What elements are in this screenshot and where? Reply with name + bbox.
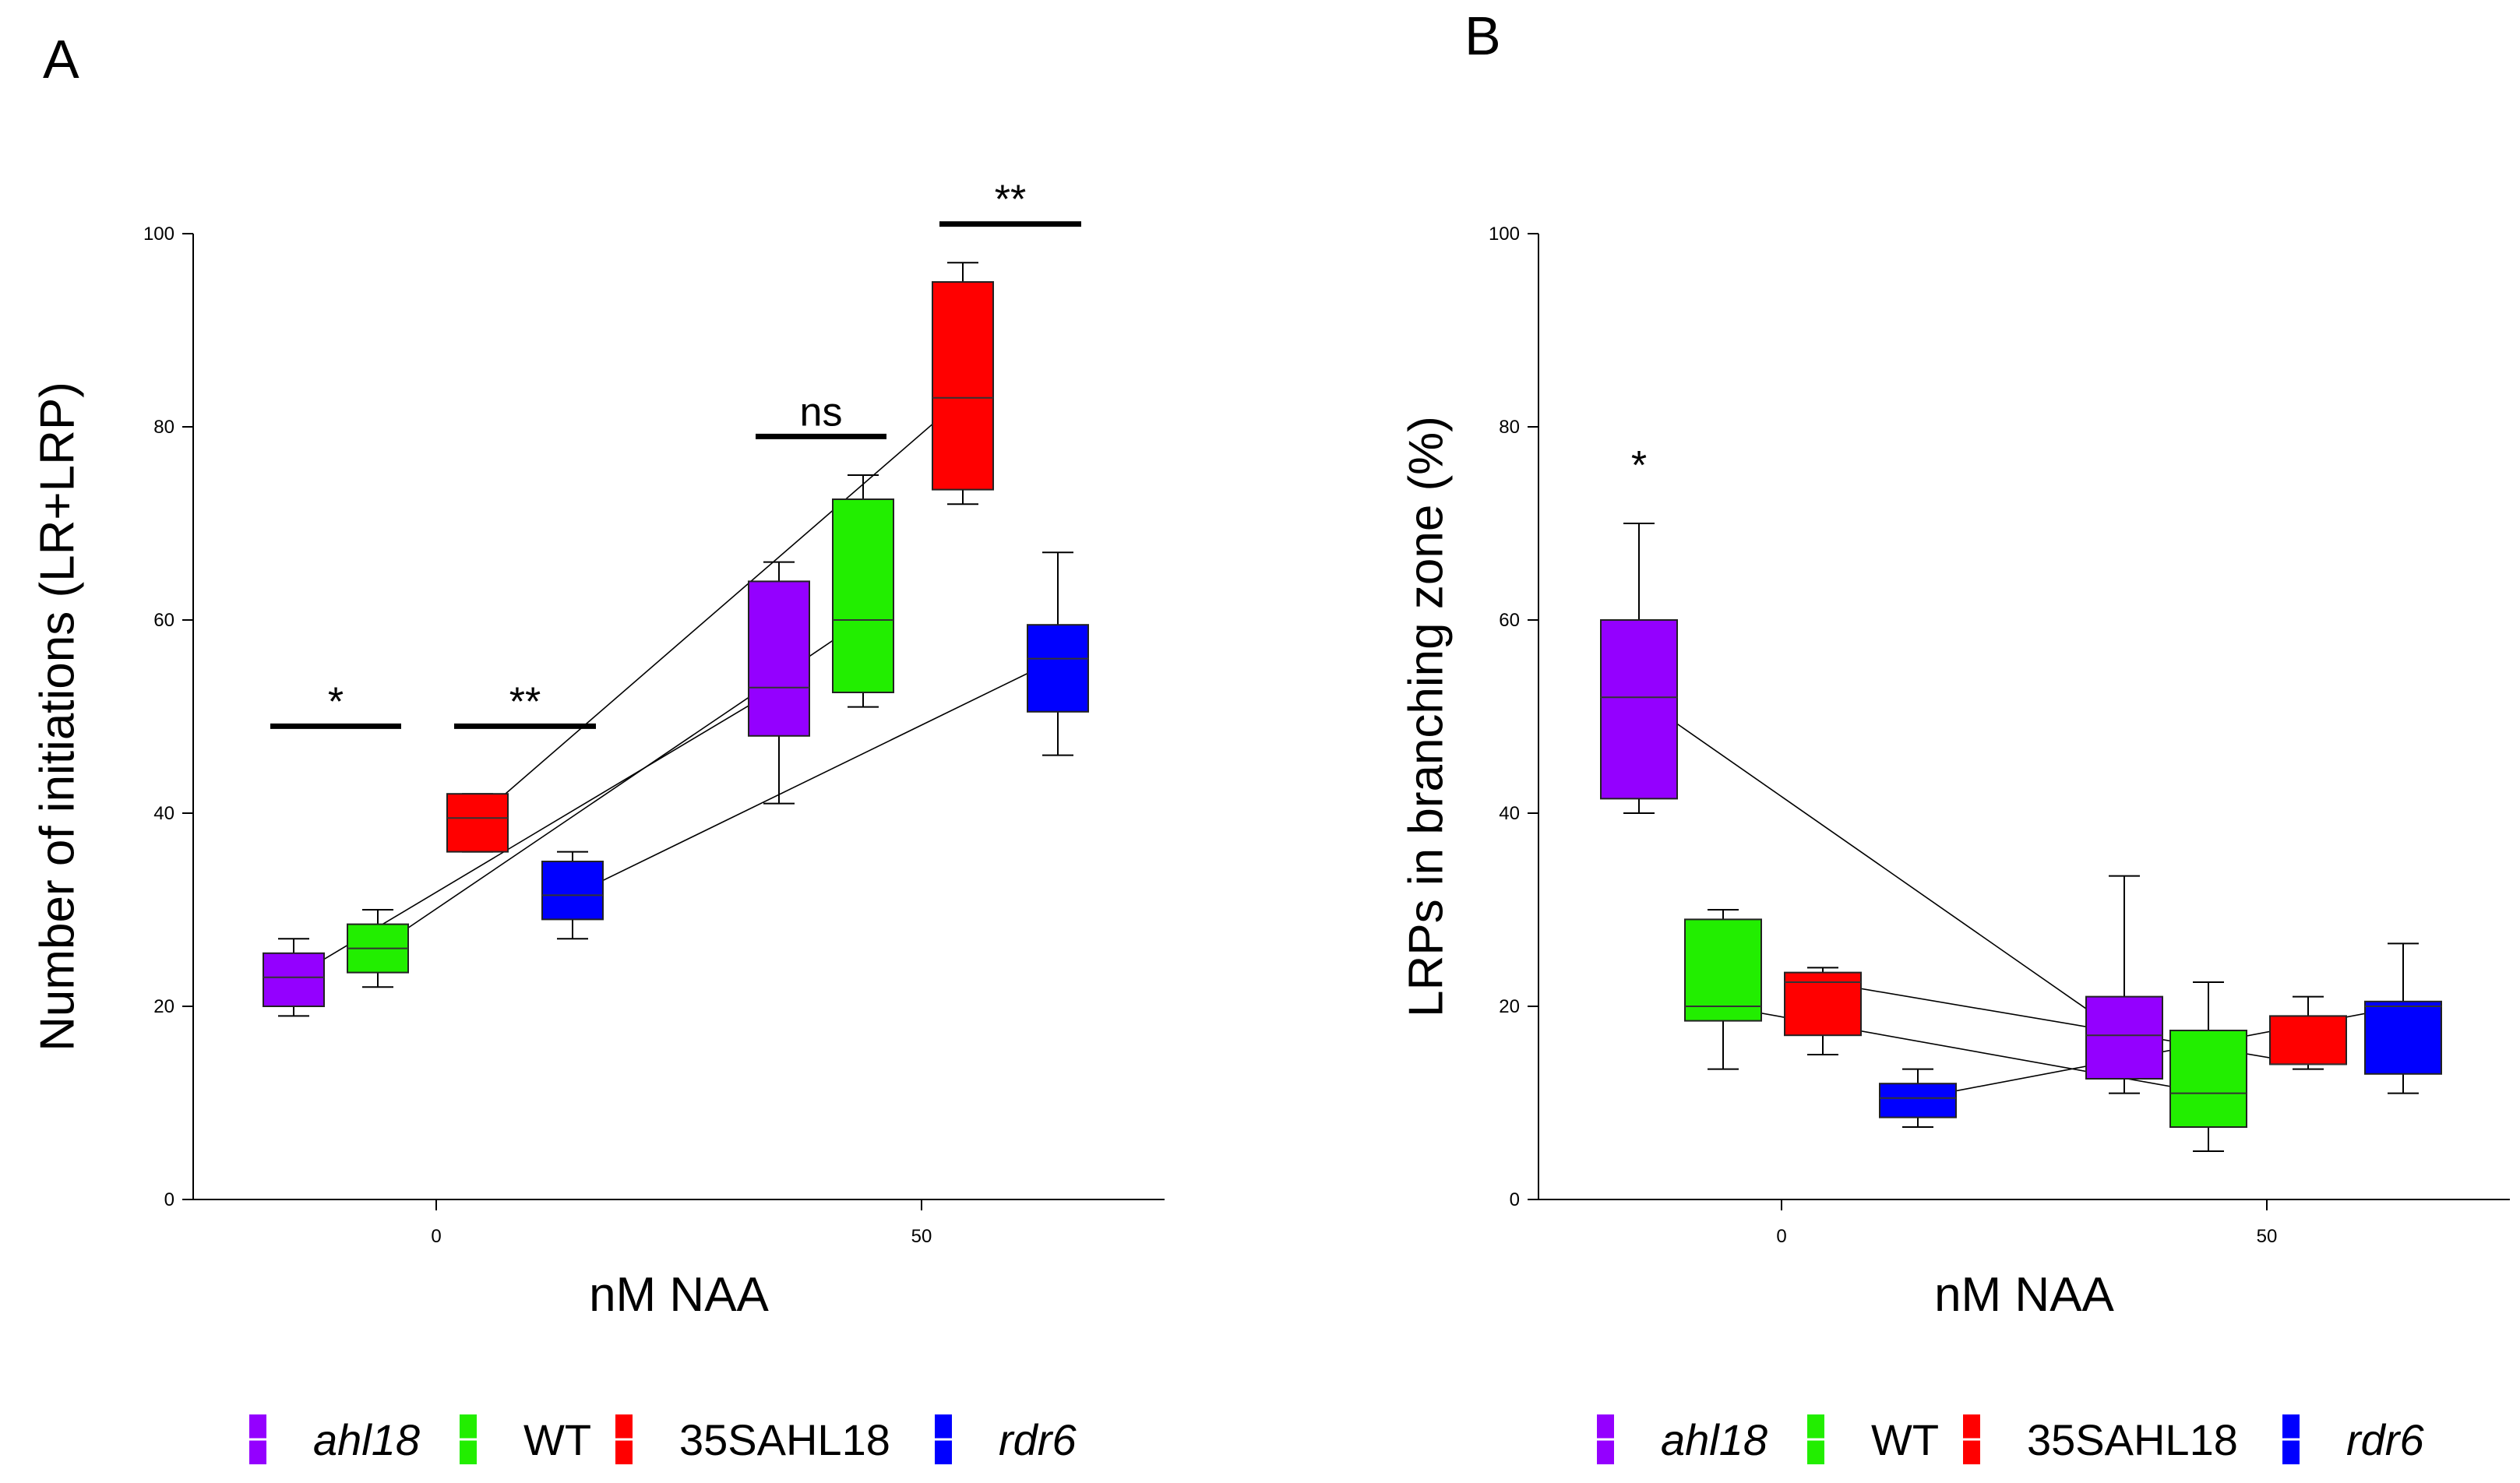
box-wt-50 [832, 474, 894, 708]
x-axis-title: nM NAA [1934, 1268, 2114, 1322]
y-tick-label: 20 [153, 996, 174, 1017]
box-iqr [2085, 995, 2163, 1080]
legend-item-rdr6: rdr6 [2282, 1414, 2424, 1464]
legend-item-35sahl18: 35SAHL18 [615, 1414, 890, 1464]
legend-item-wt: WT [1807, 1414, 1939, 1464]
legend: ahl18 WT 35SAHL18 rdr6 [1597, 1414, 2424, 1464]
box-rdr6-0 [1879, 1068, 1957, 1128]
legend-item-ahl18: ahl18 [1597, 1414, 1768, 1464]
significance-annotation: ns [756, 389, 886, 439]
box-iqr [1684, 918, 1762, 1022]
box-iqr [446, 793, 509, 853]
significance-label: ** [995, 178, 1026, 223]
box-ahl18-0 [1600, 523, 1678, 814]
significance-label: * [1631, 443, 1647, 488]
legend-item-ahl18: ahl18 [249, 1414, 420, 1464]
box-ahl18-50 [748, 561, 810, 805]
box-iqr [1027, 624, 1089, 713]
legend-label: 35SAHL18 [2027, 1415, 2238, 1464]
median-trend-line-ahl18 [1638, 696, 2125, 1036]
box-iqr [2269, 1015, 2347, 1066]
legend-label: WT [523, 1415, 591, 1464]
y-tick-label: 100 [1489, 224, 1520, 245]
box-rdr6-0 [541, 851, 604, 940]
legend-label: WT [1871, 1415, 1939, 1464]
median-trend-line-rdr6 [572, 657, 1059, 896]
legend-label: 35SAHL18 [679, 1415, 890, 1464]
x-axis-title: nM NAA [589, 1268, 769, 1322]
legend: ahl18 WT 35SAHL18 rdr6 [249, 1414, 1077, 1464]
y-tick-label: 60 [1499, 610, 1520, 631]
significance-annotation: * [270, 679, 401, 729]
panel-letter: B [1464, 5, 1501, 66]
box-iqr [1879, 1083, 1957, 1118]
y-tick-label: 100 [143, 224, 174, 245]
box-35sahl18-50 [932, 262, 994, 505]
box-35sahl18-0 [446, 793, 509, 853]
box-iqr [1784, 971, 1862, 1037]
x-tick-label: 0 [1776, 1226, 1786, 1247]
box-rdr6-50 [1027, 551, 1089, 756]
box-iqr [541, 861, 604, 921]
y-tick-label: 40 [153, 803, 174, 824]
y-tick-label: 0 [164, 1189, 174, 1210]
significance-annotation: ** [454, 679, 596, 729]
panel-letter: A [43, 29, 79, 90]
median-trend-line-35sahl18 [477, 397, 964, 819]
box-ahl18-50 [2085, 875, 2163, 1094]
legend-label: ahl18 [313, 1415, 420, 1464]
box-wt-50 [2169, 981, 2247, 1152]
box-iqr [2364, 1000, 2442, 1075]
significance-annotation: ** [939, 178, 1081, 227]
panel-a: A 0 20 40 60 80 100 0 50 Number of initiations (L… [30, 29, 1165, 1464]
box-iqr [1600, 619, 1678, 800]
legend-item-rdr6: rdr6 [935, 1414, 1077, 1464]
box-wt-0 [1684, 909, 1762, 1070]
box-ahl18-0 [263, 938, 325, 1017]
significance-label: ns [800, 389, 843, 435]
box-rdr6-50 [2364, 942, 2442, 1094]
legend-item-wt: WT [460, 1414, 591, 1464]
legend-label: ahl18 [1661, 1415, 1768, 1464]
significance-label: ** [509, 679, 541, 724]
box-iqr [748, 580, 810, 737]
box-iqr [263, 952, 325, 1008]
legend-label: rdr6 [999, 1415, 1077, 1464]
significance-annotation: * [1631, 443, 1647, 488]
y-axis-title: Number of initiations (LR+LRP) [30, 382, 84, 1051]
box-wt-0 [347, 909, 409, 988]
significance-label: * [328, 679, 344, 724]
box-35sahl18-0 [1784, 967, 1862, 1055]
y-tick-label: 60 [153, 610, 174, 631]
legend-item-35sahl18: 35SAHL18 [1963, 1414, 2238, 1464]
box-iqr [932, 281, 994, 491]
y-axis-title: LRPs in branching zone (%) [1399, 416, 1453, 1017]
y-tick-label: 0 [1510, 1189, 1520, 1210]
y-tick-label: 80 [1499, 417, 1520, 438]
x-tick-label: 50 [911, 1226, 932, 1247]
panel-b: B 0 20 40 60 80 100 0 50 LRPs in branching zone (… [1399, 5, 2510, 1464]
x-tick-label: 50 [2257, 1226, 2278, 1247]
box-iqr [832, 498, 894, 693]
box-35sahl18-50 [2269, 995, 2347, 1070]
box-iqr [2169, 1030, 2247, 1128]
y-tick-label: 40 [1499, 803, 1520, 824]
legend-label: rdr6 [2346, 1415, 2424, 1464]
y-tick-label: 80 [153, 417, 174, 438]
y-tick-label: 20 [1499, 996, 1520, 1017]
x-tick-label: 0 [431, 1226, 441, 1247]
